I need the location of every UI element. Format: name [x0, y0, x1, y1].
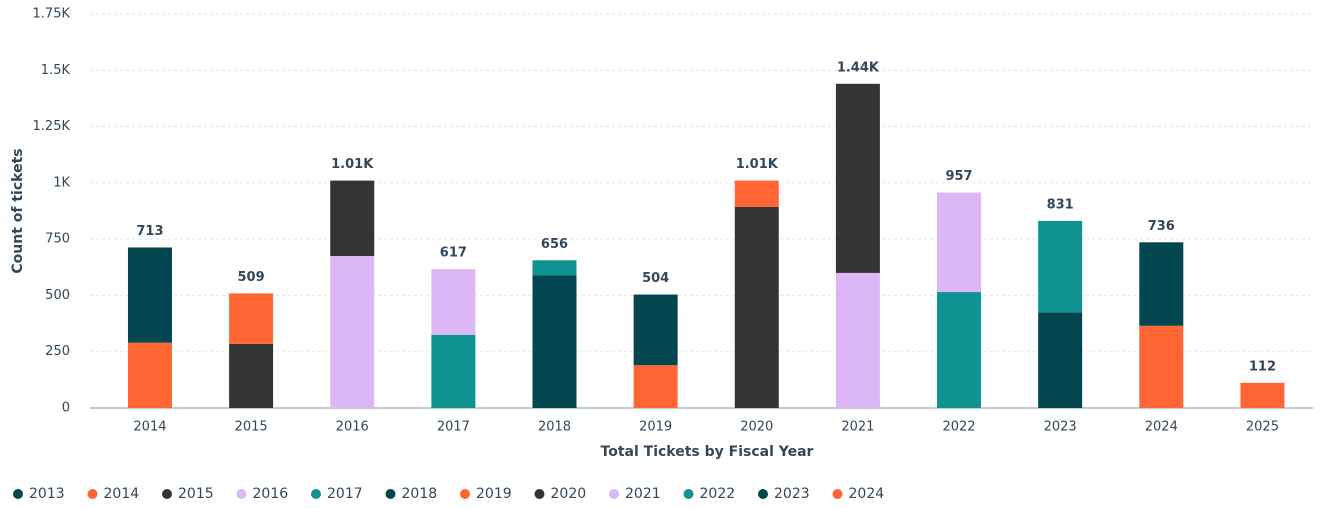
y-tick-label: 250: [45, 344, 70, 359]
bar-segment: [1139, 242, 1184, 326]
legend-label: 2013: [29, 486, 65, 502]
legend-label: 2023: [774, 486, 810, 502]
legend-swatch: [13, 489, 23, 499]
bar-segment: [229, 343, 274, 408]
legend-label: 2021: [625, 486, 661, 502]
total-label: 1.01K: [736, 157, 779, 172]
x-tick-label: 2023: [1044, 420, 1077, 435]
bar-segment: [734, 206, 779, 408]
legend-swatch: [385, 489, 396, 499]
bar-segment: [734, 180, 779, 207]
bar-segment: [330, 180, 375, 257]
y-tick-label: 1.75K: [33, 7, 71, 22]
bar-segment: [1038, 312, 1083, 408]
legend-swatch: [534, 489, 545, 499]
legend-label: 2016: [253, 486, 289, 502]
legend-label: 2024: [849, 486, 885, 502]
y-tick-label: 500: [45, 288, 70, 303]
bar-segment: [431, 269, 476, 335]
y-tick-label: 1.5K: [41, 63, 71, 78]
bar-segment: [1038, 220, 1083, 313]
x-tick-label: 2024: [1145, 420, 1178, 435]
total-label: 617: [440, 246, 467, 261]
legend-label: 2017: [327, 486, 363, 502]
y-tick-label: 750: [45, 232, 70, 247]
x-tick-label: 2015: [235, 420, 268, 435]
legend-swatch: [832, 489, 843, 499]
legend-label: 2018: [402, 486, 438, 502]
bar-segment: [229, 293, 274, 344]
x-tick-label: 2021: [841, 420, 874, 435]
legend-label: 2020: [551, 486, 587, 502]
x-tick-label: 2018: [538, 420, 571, 435]
legend-label: 2022: [700, 486, 736, 502]
total-label: 656: [541, 237, 568, 252]
y-tick-label: 1K: [53, 175, 70, 190]
bar-segment: [937, 292, 982, 408]
bar-segment: [1240, 382, 1285, 408]
x-tick-label: 2019: [639, 420, 672, 435]
legend-swatch: [609, 489, 619, 499]
bar-segment: [127, 342, 172, 408]
bar-segment: [633, 294, 678, 366]
total-label: 736: [1148, 219, 1175, 234]
bar-segment: [330, 256, 375, 408]
total-label: 831: [1047, 197, 1074, 212]
y-tick-label: 1.25K: [33, 119, 71, 134]
bar-segment: [532, 260, 577, 276]
bar-segment: [835, 272, 880, 408]
x-tick-label: 2017: [437, 420, 470, 435]
bar-segment: [127, 247, 172, 343]
bar-segment: [633, 365, 678, 408]
legend-swatch: [311, 489, 321, 499]
legend-label: 2015: [178, 486, 214, 502]
legend-swatch: [460, 489, 470, 499]
legend-swatch: [162, 489, 172, 499]
total-label: 509: [238, 270, 265, 285]
bar-segment: [431, 334, 476, 408]
legend-swatch: [87, 489, 98, 499]
total-label: 713: [136, 224, 163, 239]
x-tick-label: 2022: [942, 420, 975, 435]
legend-swatch: [758, 489, 768, 499]
legend-label: 2014: [104, 486, 140, 502]
x-tick-label: 2016: [336, 420, 369, 435]
x-tick-label: 2025: [1246, 420, 1279, 435]
total-label: 112: [1249, 359, 1276, 374]
y-axis-title: Count of tickets: [10, 148, 26, 273]
x-axis-title: Total Tickets by Fiscal Year: [601, 444, 814, 460]
legend-swatch: [236, 489, 247, 499]
total-label: 504: [642, 271, 669, 286]
total-label: 1.44K: [837, 60, 880, 75]
bar-segment: [937, 192, 982, 293]
bar-segment: [835, 83, 880, 273]
y-tick-label: 0: [62, 401, 70, 416]
bar-segment: [1139, 325, 1184, 408]
x-tick-label: 2014: [133, 420, 166, 435]
x-tick-label: 2020: [740, 420, 773, 435]
total-label: 957: [945, 169, 972, 184]
legend-swatch: [683, 489, 694, 499]
total-label: 1.01K: [331, 157, 374, 172]
legend-label: 2019: [476, 486, 512, 502]
bar-segment: [532, 275, 577, 408]
